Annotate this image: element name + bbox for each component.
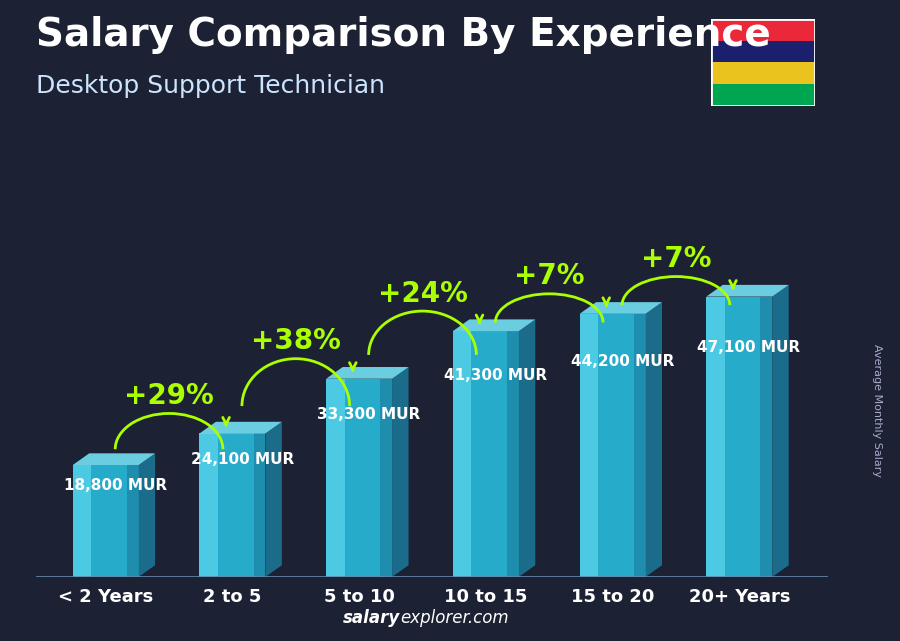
Text: 24,100 MUR: 24,100 MUR xyxy=(191,452,293,467)
Text: +24%: +24% xyxy=(378,279,467,308)
Text: 18,800 MUR: 18,800 MUR xyxy=(64,478,167,493)
Text: 44,200 MUR: 44,200 MUR xyxy=(571,354,674,369)
Polygon shape xyxy=(518,319,536,577)
Polygon shape xyxy=(326,367,409,379)
Text: salary: salary xyxy=(343,609,400,627)
Polygon shape xyxy=(772,285,788,577)
Polygon shape xyxy=(453,331,518,577)
Polygon shape xyxy=(392,367,409,577)
Polygon shape xyxy=(634,314,645,577)
Bar xyxy=(711,41,814,62)
Text: 41,300 MUR: 41,300 MUR xyxy=(444,368,547,383)
Polygon shape xyxy=(73,465,91,577)
Polygon shape xyxy=(266,422,282,577)
Polygon shape xyxy=(760,297,772,577)
Polygon shape xyxy=(200,433,266,577)
Polygon shape xyxy=(580,314,645,577)
Polygon shape xyxy=(580,302,662,314)
Polygon shape xyxy=(706,297,724,577)
Text: Desktop Support Technician: Desktop Support Technician xyxy=(36,74,385,97)
Polygon shape xyxy=(73,453,155,465)
Polygon shape xyxy=(380,379,392,577)
Text: 47,100 MUR: 47,100 MUR xyxy=(698,340,801,354)
Polygon shape xyxy=(139,453,155,577)
Polygon shape xyxy=(645,302,662,577)
Bar xyxy=(711,19,814,41)
Text: explorer.com: explorer.com xyxy=(400,609,509,627)
Text: +7%: +7% xyxy=(514,262,584,290)
Polygon shape xyxy=(453,331,472,577)
Polygon shape xyxy=(200,422,282,433)
Text: 33,300 MUR: 33,300 MUR xyxy=(318,407,420,422)
Text: +29%: +29% xyxy=(124,382,214,410)
Bar xyxy=(711,63,814,84)
Polygon shape xyxy=(200,433,218,577)
Text: Average Monthly Salary: Average Monthly Salary xyxy=(872,344,883,477)
Text: +7%: +7% xyxy=(641,246,711,273)
Bar xyxy=(711,84,814,106)
Polygon shape xyxy=(73,465,139,577)
Text: Salary Comparison By Experience: Salary Comparison By Experience xyxy=(36,16,770,54)
Text: +38%: +38% xyxy=(251,328,341,355)
Polygon shape xyxy=(127,465,139,577)
Polygon shape xyxy=(507,331,518,577)
Polygon shape xyxy=(326,379,392,577)
Polygon shape xyxy=(453,319,536,331)
Polygon shape xyxy=(254,433,266,577)
Polygon shape xyxy=(326,379,345,577)
Polygon shape xyxy=(706,297,772,577)
Polygon shape xyxy=(580,314,598,577)
Polygon shape xyxy=(706,285,788,297)
